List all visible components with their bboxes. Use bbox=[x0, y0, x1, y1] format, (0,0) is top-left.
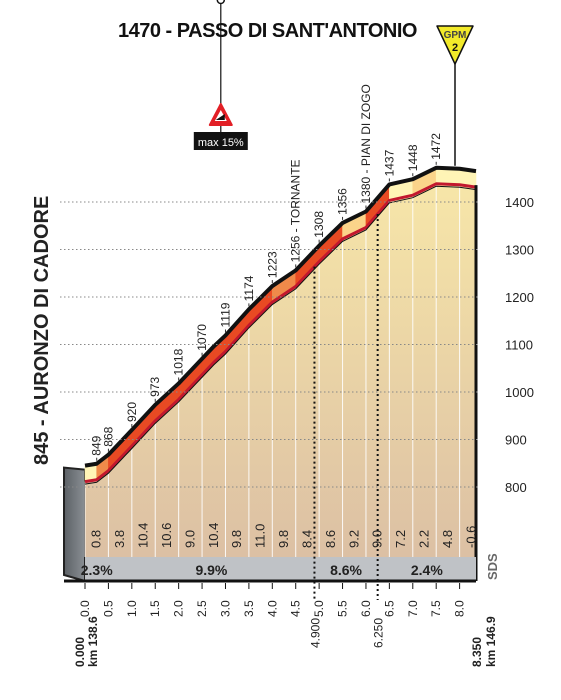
segment-gradient-label: 10.4 bbox=[136, 523, 151, 548]
y-tick-label: 900 bbox=[505, 433, 527, 448]
x-tick-label: 0.0 bbox=[78, 600, 92, 617]
section-average-label: 2.3% bbox=[81, 562, 113, 578]
segment-gradient-label: 9.8 bbox=[229, 530, 244, 548]
max-gradient-box bbox=[193, 132, 248, 150]
altitude-label: 868 bbox=[101, 426, 115, 446]
altitude-label: 1380 - PIAN DI ZOGO bbox=[359, 84, 373, 203]
gpm-label: GPM bbox=[444, 30, 467, 41]
altitude-label: 1308 bbox=[312, 211, 326, 238]
segment-gradient-label: 11.0 bbox=[253, 524, 268, 548]
km-start-label: 0.000 bbox=[73, 637, 87, 667]
x-tick-label: 7.0 bbox=[406, 600, 420, 617]
altitude-label: 849 bbox=[90, 435, 104, 455]
segment-gradient-label: 8.4 bbox=[299, 530, 314, 548]
x-tick-label: 7.5 bbox=[429, 600, 443, 617]
x-tick-label: 1.0 bbox=[125, 600, 139, 617]
segment-gradient-label: 4.8 bbox=[440, 530, 455, 548]
segment-gradient-label: 9.2 bbox=[346, 530, 361, 548]
x-tick-label: 8.0 bbox=[453, 600, 467, 617]
altitude-label: 1448 bbox=[406, 144, 420, 171]
segment-gradient-label: 8.6 bbox=[323, 530, 338, 548]
altitude-label: 1174 bbox=[242, 275, 256, 301]
start-location-label: 845 - AURONZO DI CADORE bbox=[31, 196, 53, 465]
altitude-label: 1223 bbox=[265, 251, 279, 278]
y-tick-label: 1100 bbox=[505, 338, 533, 353]
section-average-label: 9.9% bbox=[195, 562, 227, 578]
road-top-edge bbox=[84, 165, 477, 468]
segment-gradient-label: 3.8 bbox=[112, 530, 127, 548]
road-bottom-edge bbox=[84, 182, 477, 484]
segment-gradient-label: 7.2 bbox=[393, 530, 408, 548]
y-tick-label: 800 bbox=[505, 480, 527, 495]
x-tick-label: 2.5 bbox=[195, 600, 209, 617]
x-tick-label: 5.5 bbox=[336, 600, 350, 617]
altitude-label: 1256 - TORNANTE bbox=[289, 159, 303, 262]
section-average-label: 2.4% bbox=[411, 562, 443, 578]
altitude-label: 1472 bbox=[429, 133, 443, 160]
segment-gradient-label: 0.8 bbox=[89, 530, 104, 548]
segment-gradient-label: 2.2 bbox=[416, 530, 431, 548]
segment-gradient-label: -0.6 bbox=[463, 526, 478, 548]
chart-title: 1470 - PASSO DI SANT'ANTONIO bbox=[118, 20, 417, 42]
segment-gradient-label: 9.0 bbox=[370, 530, 385, 548]
x-tick-label: 0.5 bbox=[101, 600, 115, 617]
section-band bbox=[85, 557, 476, 581]
y-tick-label: 1200 bbox=[505, 290, 534, 305]
x-tick-label: 5.0 bbox=[312, 600, 326, 617]
segment-gradient-label: 9.8 bbox=[276, 530, 291, 548]
altitude-label: 1018 bbox=[172, 348, 186, 375]
segment-gradient-label: 9.0 bbox=[182, 530, 197, 548]
y-tick-label: 1000 bbox=[505, 385, 534, 400]
altitude-label: 920 bbox=[125, 402, 139, 422]
altitude-label: 1070 bbox=[195, 324, 209, 351]
steep-climb-icon-slope bbox=[215, 114, 225, 120]
gpm-icon bbox=[436, 25, 474, 65]
altitude-label: 1437 bbox=[382, 149, 396, 176]
brand-logo: SDS bbox=[485, 553, 500, 580]
x-tick-label: 2.0 bbox=[172, 600, 186, 617]
altitude-label: 1119 bbox=[218, 302, 232, 327]
x-tick-label: 4.5 bbox=[289, 600, 303, 617]
road-bottom-shadow bbox=[84, 185, 477, 485]
x-tick-label: 3.5 bbox=[242, 600, 256, 617]
km-start-total: km 138.6 bbox=[86, 616, 100, 667]
x-tick-label: 4.0 bbox=[265, 600, 279, 617]
x-tick-label: 3.0 bbox=[218, 600, 232, 617]
km-end-total: km 146.9 bbox=[484, 616, 498, 667]
altitude-label: 973 bbox=[148, 376, 162, 396]
y-tick-label: 1400 bbox=[505, 195, 534, 210]
x-tick-label: 6.5 bbox=[382, 600, 396, 617]
section-marker-label: 4.900 bbox=[308, 618, 322, 648]
max-gradient-label: max 15% bbox=[198, 137, 244, 149]
km-end-label: 8.350 bbox=[470, 637, 484, 667]
profile-area bbox=[85, 183, 476, 558]
x-tick-label: 6.0 bbox=[359, 600, 373, 617]
segment-gradient-label: 10.4 bbox=[206, 523, 221, 548]
x-tick-label: 1.5 bbox=[148, 600, 162, 617]
section-average-label: 8.6% bbox=[330, 562, 362, 578]
y-tick-label: 1300 bbox=[505, 243, 534, 258]
segment-gradient-label: 10.6 bbox=[159, 523, 174, 548]
max-gradient-point bbox=[216, 0, 226, 5]
gpm-category: 2 bbox=[452, 42, 458, 54]
section-marker-label: 6.250 bbox=[372, 618, 386, 648]
altitude-label: 1356 bbox=[336, 188, 350, 215]
